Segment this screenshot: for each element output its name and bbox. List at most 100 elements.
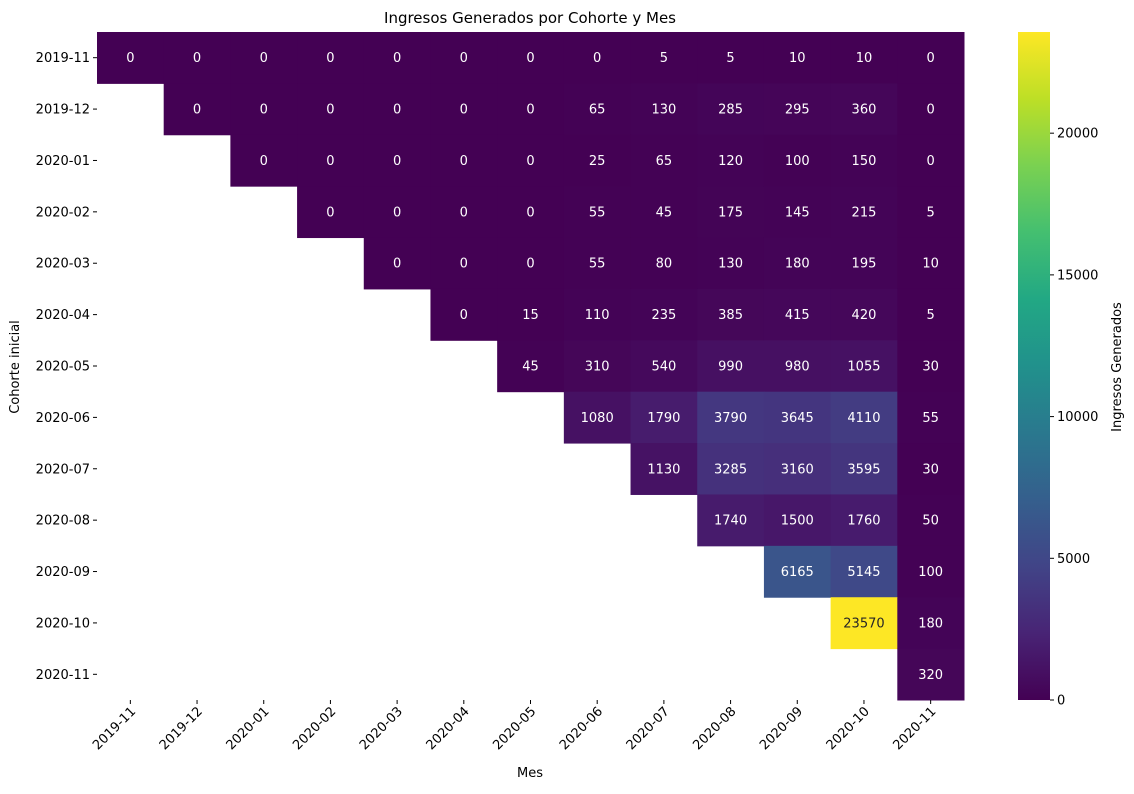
cell-value-label: 0 bbox=[393, 205, 401, 220]
colorbar-tick-label: 20000 bbox=[1057, 127, 1098, 142]
colorbar-tick-label: 5000 bbox=[1057, 552, 1090, 567]
cell-value-label: 1130 bbox=[647, 462, 680, 477]
x-tick-label: 2020-03 bbox=[357, 704, 406, 753]
cell-value-label: 0 bbox=[193, 51, 201, 66]
cell-value-label: 420 bbox=[852, 308, 877, 323]
heatmap-cell bbox=[630, 237, 698, 290]
y-tick-label: 2020-11 bbox=[36, 668, 90, 683]
heatmap-cell bbox=[363, 237, 431, 290]
cell-value-label: 0 bbox=[526, 103, 534, 118]
heatmap-cell bbox=[830, 597, 898, 650]
heatmap-cell bbox=[630, 340, 698, 393]
heatmap-cell bbox=[763, 83, 832, 136]
cell-value-label: 0 bbox=[927, 154, 935, 169]
cell-value-label: 0 bbox=[260, 154, 268, 169]
heatmap-cell bbox=[897, 32, 965, 84]
heatmap-cell bbox=[630, 32, 698, 84]
heatmap-cell bbox=[363, 134, 431, 187]
cell-value-label: 0 bbox=[460, 154, 468, 169]
cell-value-label: 150 bbox=[852, 154, 877, 169]
heatmap-cell bbox=[697, 494, 765, 547]
cell-value-label: 1080 bbox=[581, 411, 614, 426]
heatmap-cell bbox=[497, 83, 565, 136]
heatmap-cell bbox=[430, 186, 498, 239]
heatmap-cell bbox=[897, 545, 965, 598]
heatmap-cell bbox=[563, 32, 632, 84]
cell-value-label: 10 bbox=[856, 51, 873, 66]
cell-value-label: 0 bbox=[526, 51, 534, 66]
heatmap-cell bbox=[430, 32, 498, 84]
heatmap-cell bbox=[897, 597, 965, 650]
heatmap-cell bbox=[563, 288, 632, 341]
cell-value-label: 100 bbox=[785, 154, 810, 169]
heatmap-cell bbox=[630, 391, 698, 444]
heatmap-cell bbox=[563, 186, 632, 239]
colorbar: 0 5000 10000 15000 20000 bbox=[1018, 32, 1098, 709]
heatmap-cell bbox=[830, 32, 898, 84]
cell-value-label: 55 bbox=[589, 205, 606, 220]
cell-value-label: 1740 bbox=[714, 514, 747, 529]
cell-value-label: 0 bbox=[393, 103, 401, 118]
cell-value-label: 1500 bbox=[781, 514, 814, 529]
heatmap-cell bbox=[897, 237, 965, 290]
heatmap-cell bbox=[563, 237, 632, 290]
cell-value-label: 0 bbox=[393, 257, 401, 272]
cell-value-label: 0 bbox=[393, 154, 401, 169]
cell-value-label: 0 bbox=[460, 308, 468, 323]
cell-value-label: 320 bbox=[918, 668, 943, 683]
cell-value-label: 45 bbox=[522, 360, 539, 375]
cell-value-label: 5 bbox=[726, 51, 734, 66]
cell-value-label: 0 bbox=[260, 51, 268, 66]
heatmap-cell bbox=[430, 288, 498, 341]
heatmap-cell bbox=[563, 134, 632, 187]
cell-value-label: 0 bbox=[193, 103, 201, 118]
heatmap-cell bbox=[363, 83, 431, 136]
heatmap-cell bbox=[897, 340, 965, 393]
heatmap-cell bbox=[830, 443, 898, 495]
colorbar-tick-label: 10000 bbox=[1057, 410, 1098, 425]
cell-value-label: 25 bbox=[589, 154, 606, 169]
cell-value-label: 0 bbox=[460, 51, 468, 66]
heatmap-cell bbox=[763, 340, 832, 393]
x-tick-label: 2020-04 bbox=[424, 704, 473, 753]
heatmap-cell bbox=[897, 648, 965, 701]
heatmap-cell bbox=[363, 32, 431, 84]
heatmap-cell bbox=[430, 134, 498, 187]
heatmap-cell bbox=[830, 186, 898, 239]
cell-value-label: 6165 bbox=[781, 565, 814, 580]
colorbar-label: Ingresos Generados bbox=[1110, 302, 1125, 432]
y-tick-label: 2019-11 bbox=[36, 51, 90, 66]
y-tick-label: 2020-03 bbox=[36, 257, 90, 272]
cell-value-label: 80 bbox=[656, 257, 673, 272]
heatmap-cell bbox=[297, 134, 365, 187]
heatmap-cell bbox=[897, 288, 965, 341]
cell-value-label: 0 bbox=[326, 51, 334, 66]
cell-value-label: 1790 bbox=[647, 411, 680, 426]
heatmap-cell bbox=[830, 288, 898, 341]
heatmap-cell bbox=[630, 134, 698, 187]
heatmap-cell bbox=[230, 134, 298, 187]
cell-value-label: 0 bbox=[526, 257, 534, 272]
heatmap-cell bbox=[497, 340, 565, 393]
heatmap-cell bbox=[897, 494, 965, 547]
cell-value-label: 180 bbox=[785, 257, 810, 272]
x-tick-label: 2020-01 bbox=[224, 704, 273, 753]
heatmap-cell bbox=[697, 134, 765, 187]
x-tick-label: 2020-11 bbox=[890, 704, 939, 753]
cell-value-label: 0 bbox=[526, 205, 534, 220]
heatmap-cell bbox=[430, 83, 498, 136]
heatmap-cell bbox=[630, 443, 698, 495]
cell-value-label: 15 bbox=[522, 308, 539, 323]
cell-value-label: 0 bbox=[460, 205, 468, 220]
cell-value-label: 130 bbox=[718, 257, 743, 272]
cell-value-label: 980 bbox=[785, 360, 810, 375]
heatmap-cell bbox=[563, 340, 632, 393]
cell-value-label: 0 bbox=[326, 154, 334, 169]
cell-value-label: 10 bbox=[789, 51, 806, 66]
heatmap-cell bbox=[297, 32, 365, 84]
heatmap-cell bbox=[697, 83, 765, 136]
heatmap-cell bbox=[763, 494, 832, 547]
y-tick-label: 2020-02 bbox=[36, 205, 90, 220]
y-tick-label: 2020-05 bbox=[36, 360, 90, 375]
heatmap-cell bbox=[763, 391, 832, 444]
